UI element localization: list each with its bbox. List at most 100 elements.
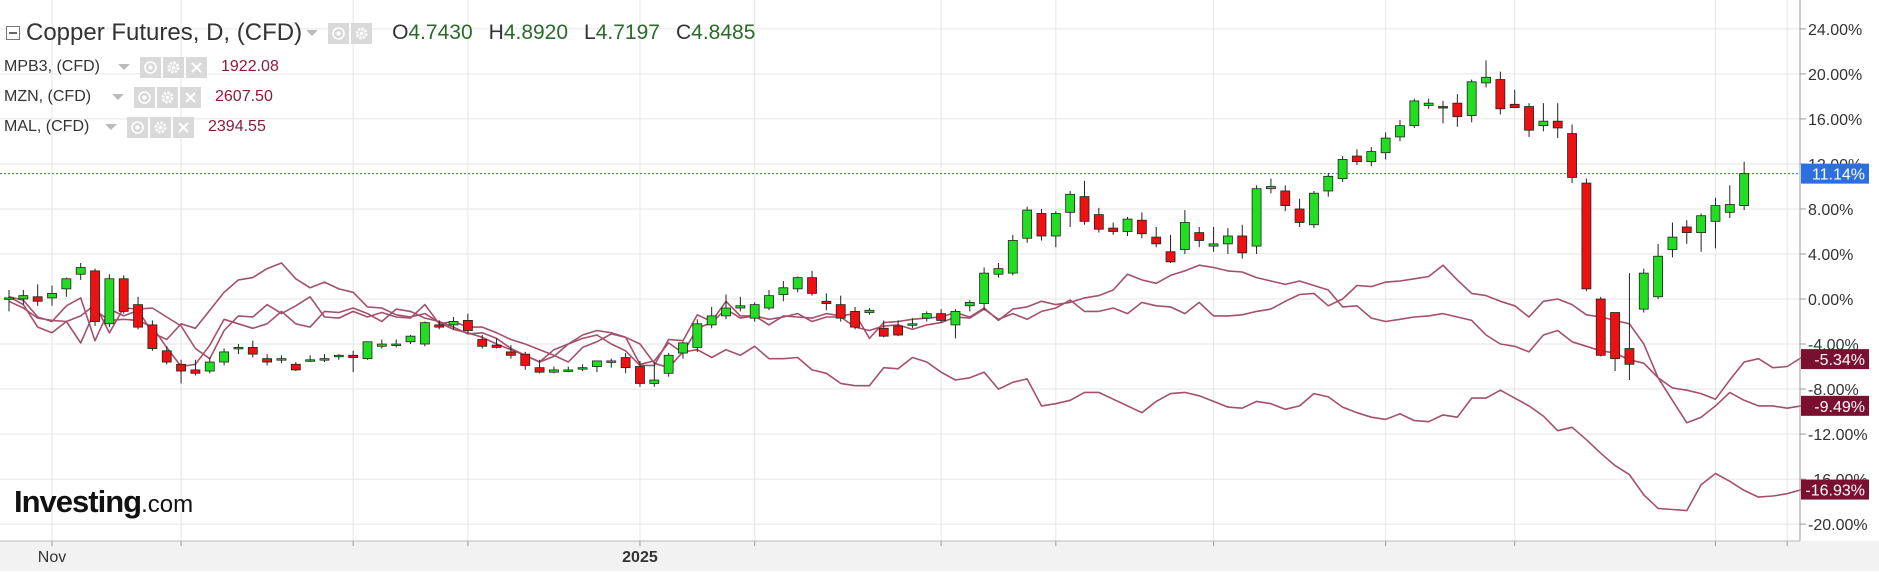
- gear-icon[interactable]: [163, 56, 184, 78]
- chevron-down-icon[interactable]: [306, 30, 319, 36]
- candle: [1495, 71, 1506, 115]
- chevron-down-icon[interactable]: [118, 64, 130, 70]
- candle: [1481, 60, 1491, 88]
- candle-body: [1495, 79, 1506, 110]
- candle: [1653, 243, 1663, 300]
- ohlc-close: C4.8485: [676, 21, 755, 45]
- low-value: 4.7197: [595, 21, 660, 44]
- legend-row-mal: MAL, (CFD) 2394.55: [0, 112, 771, 142]
- candle-body: [936, 313, 946, 321]
- candle-body: [118, 278, 129, 312]
- candle-body: [749, 304, 760, 319]
- candle-body: [1552, 120, 1563, 129]
- investing-logo: Investing .com: [14, 484, 193, 520]
- gear-icon[interactable]: [150, 116, 171, 138]
- value-badge-label: -16.93%: [1805, 483, 1865, 500]
- candle-body: [247, 347, 258, 355]
- candle: [649, 362, 660, 387]
- candle: [520, 351, 531, 370]
- candle-body: [1194, 232, 1205, 241]
- visibility-icon[interactable]: [140, 56, 161, 78]
- visibility-icon[interactable]: [328, 22, 350, 44]
- chevron-down-icon[interactable]: [112, 94, 124, 100]
- candle: [563, 366, 574, 373]
- candle: [47, 285, 57, 306]
- value-badge-label: -5.34%: [1814, 352, 1865, 369]
- candle: [161, 346, 172, 365]
- candle: [434, 320, 445, 330]
- candle-body: [1294, 208, 1305, 223]
- y-tick-label: -8.00%: [1808, 382, 1859, 399]
- candle-body: [434, 324, 445, 328]
- candle: [950, 309, 961, 339]
- y-tick-label: 0.00%: [1808, 292, 1853, 309]
- visibility-icon[interactable]: [127, 116, 148, 138]
- candle-body: [1538, 120, 1549, 127]
- candle: [620, 353, 631, 374]
- candle-body: [563, 369, 574, 372]
- close-icon[interactable]: [173, 116, 194, 138]
- candle: [692, 319, 703, 352]
- candle-body: [262, 358, 273, 363]
- chevron-down-icon[interactable]: [105, 124, 117, 130]
- candle: [1696, 213, 1707, 252]
- candle-body: [1395, 125, 1405, 138]
- gear-icon[interactable]: [157, 86, 178, 108]
- visibility-icon[interactable]: [134, 86, 155, 108]
- candle: [1638, 268, 1649, 313]
- candle: [1266, 178, 1276, 194]
- y-tick-label: -20.00%: [1808, 517, 1868, 534]
- candle-body: [678, 342, 688, 354]
- legend: Copper Futures, D, (CFD) O4.7430 H4.8920…: [0, 14, 771, 142]
- candle-body: [104, 278, 115, 325]
- candle-body: [1724, 204, 1735, 213]
- candle: [1251, 185, 1262, 254]
- candle: [133, 296, 143, 330]
- candle: [118, 275, 129, 314]
- candle: [1667, 222, 1678, 258]
- candle: [61, 277, 72, 297]
- candle-body: [133, 304, 143, 328]
- close-label: C: [675, 21, 692, 44]
- candle: [1337, 156, 1348, 182]
- candle-body: [1165, 251, 1176, 263]
- candle-body: [1007, 240, 1018, 274]
- series-name-mzn: MZN, (CFD): [4, 88, 92, 105]
- candle-body: [950, 310, 961, 326]
- candle-body: [448, 321, 459, 326]
- candle-body: [61, 278, 72, 290]
- candle-body: [18, 295, 29, 300]
- candle-body: [47, 292, 57, 299]
- candle: [1409, 98, 1420, 128]
- gear-icon[interactable]: [351, 22, 373, 44]
- candle: [936, 309, 946, 323]
- close-icon[interactable]: [186, 56, 207, 78]
- candle-body: [4, 297, 14, 300]
- candle-body: [1739, 173, 1750, 206]
- candle: [907, 318, 918, 329]
- comparison-lines: [0, 173, 1831, 512]
- candle-body: [1610, 312, 1620, 360]
- candle: [1151, 226, 1162, 248]
- candle: [262, 354, 273, 366]
- close-icon[interactable]: [180, 86, 201, 108]
- candle: [305, 355, 316, 363]
- candle-body: [505, 351, 516, 356]
- collapse-icon[interactable]: [6, 26, 20, 40]
- candle-body: [319, 358, 330, 361]
- candle-body: [764, 295, 774, 309]
- candle: [1323, 172, 1334, 197]
- candle-body: [1466, 81, 1477, 116]
- candle-body: [1624, 348, 1635, 365]
- candle-body: [964, 301, 975, 307]
- candle: [1438, 100, 1448, 124]
- candle: [1395, 120, 1405, 142]
- candle: [893, 320, 903, 337]
- candle-body: [592, 360, 602, 367]
- candle: [663, 353, 674, 377]
- candle-body: [792, 277, 803, 290]
- high-label: H: [488, 21, 504, 44]
- candle-body: [979, 272, 990, 304]
